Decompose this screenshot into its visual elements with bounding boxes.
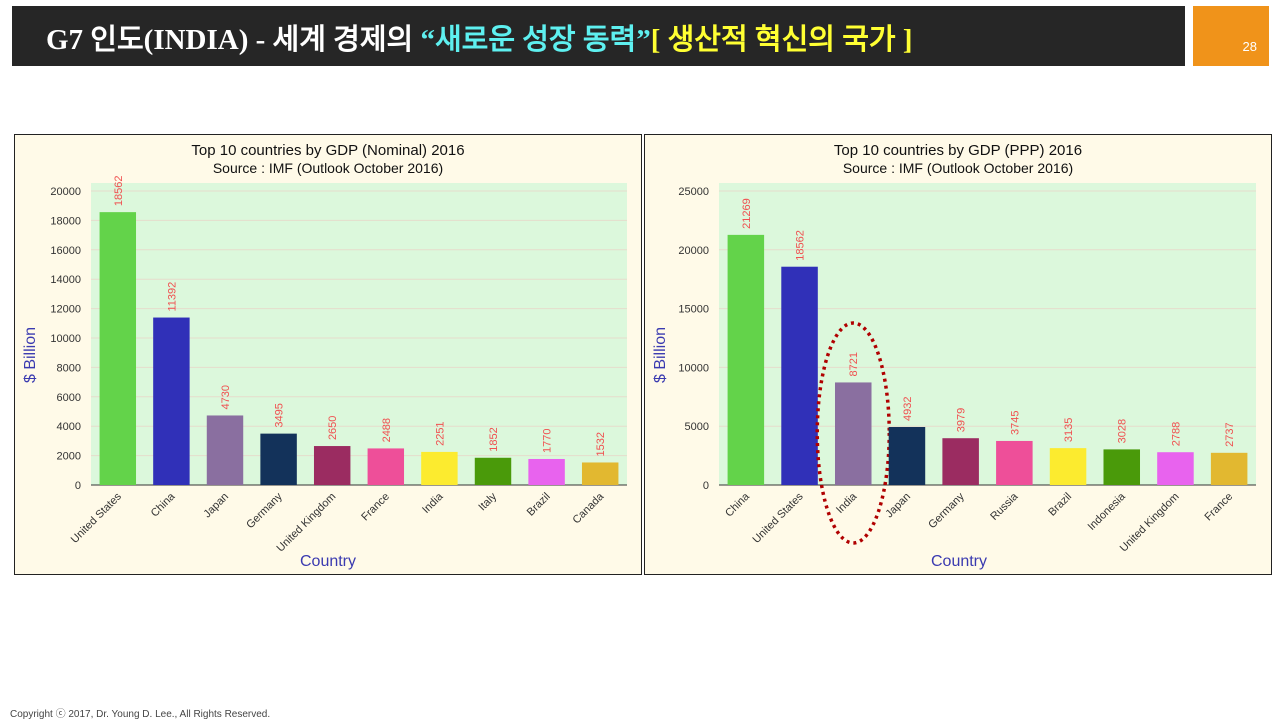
y-axis-title: $ Billion [22, 327, 39, 383]
bar [206, 415, 244, 485]
y-tick-label: 14000 [50, 274, 81, 286]
y-tick-label: 10000 [50, 333, 81, 345]
y-tick-label: 4000 [57, 421, 81, 433]
data-label: 2650 [327, 416, 339, 440]
y-tick-label: 5000 [685, 421, 709, 433]
chart-subtitle: Source : IMF (Outlook October 2016) [213, 160, 443, 176]
bar [99, 212, 137, 485]
bar [1210, 452, 1248, 485]
data-label: 1770 [542, 428, 554, 452]
bar [260, 433, 297, 485]
data-label: 2788 [1170, 422, 1182, 446]
x-tick-label: Japan [883, 491, 913, 521]
bar [996, 440, 1033, 485]
slide-title: G7 인도(INDIA) - 세계 경제의 “새로운 성장 동력”[ 생산적 혁… [46, 16, 912, 58]
ppp-gdp-chart: 0 5000 10000 15000 20000 25000 Top 10 countrie… [644, 134, 1272, 575]
page-number-box: 28 [1193, 6, 1269, 66]
data-label: 3495 [274, 403, 286, 427]
data-label: 3979 [956, 408, 968, 432]
data-label: 3135 [1063, 418, 1075, 442]
y-tick-label: 6000 [57, 392, 81, 404]
title-bar: G7 인도(INDIA) - 세계 경제의 “새로운 성장 동력”[ 생산적 혁… [12, 6, 1185, 66]
x-tick-label: United States [750, 490, 806, 546]
x-axis-title: Country [300, 553, 356, 570]
y-tick-label: 25000 [678, 186, 709, 198]
y-tick-label: 18000 [50, 215, 81, 227]
y-tick-label: 20000 [50, 186, 81, 198]
bar [528, 458, 565, 485]
y-tick-label: 12000 [50, 304, 81, 316]
y-tick-label: 10000 [678, 362, 709, 374]
data-label: 3028 [1117, 419, 1129, 443]
data-label: 3745 [1009, 410, 1021, 434]
bar [421, 451, 458, 485]
data-label: 2488 [381, 418, 393, 442]
bar [942, 438, 979, 485]
x-tick-label: Russia [988, 490, 1021, 523]
x-tick-label: Italy [476, 490, 499, 513]
x-tick-label: Brazil [525, 491, 553, 519]
x-tick-label: Indonesia [1086, 490, 1129, 533]
data-label: 4730 [220, 385, 232, 409]
bar [1103, 449, 1141, 485]
bar [313, 446, 351, 485]
y-tick-label: 0 [703, 480, 709, 492]
bar [1049, 448, 1087, 485]
page-number: 28 [1242, 39, 1257, 54]
x-tick-label: Canada [571, 490, 607, 526]
bar [727, 234, 765, 485]
x-axis-title: Country [931, 553, 987, 570]
data-label: 8721 [848, 352, 860, 376]
x-tick-label: Japan [201, 491, 231, 521]
bar [367, 448, 405, 485]
y-tick-label: 20000 [678, 245, 709, 257]
x-tick-label: United Kingdom [274, 491, 338, 555]
chart-subtitle: Source : IMF (Outlook October 2016) [843, 160, 1073, 176]
x-tick-label: France [1203, 491, 1236, 524]
x-tick-label: China [149, 490, 178, 519]
bar [581, 462, 619, 485]
y-tick-label: 0 [75, 480, 81, 492]
bar [1157, 452, 1194, 485]
x-tick-label: France [359, 491, 392, 524]
bar [153, 317, 190, 485]
bar [888, 426, 926, 485]
title-bracket: [ 생산적 혁신의 국가 ] [650, 24, 913, 56]
x-tick-label: India [834, 490, 860, 516]
x-tick-label: India [420, 490, 446, 516]
y-tick-label: 2000 [57, 451, 81, 463]
y-tick-label: 16000 [50, 245, 81, 257]
y-axis-title: $ Billion [652, 327, 669, 383]
chart-title: Top 10 countries by GDP (PPP) 2016 [834, 142, 1082, 159]
data-label: 11392 [166, 282, 178, 312]
bar [834, 382, 872, 485]
bar [474, 457, 512, 485]
x-tick-label: Germany [244, 490, 285, 531]
x-tick-label: Brazil [1046, 491, 1074, 519]
y-tick-label: 15000 [678, 304, 709, 316]
y-tick-label: 8000 [57, 362, 81, 374]
x-tick-label: United Kingdom [1118, 491, 1182, 555]
bar [781, 266, 818, 485]
x-tick-label: Germany [926, 490, 967, 531]
data-label: 18562 [795, 230, 807, 261]
chart-title: Top 10 countries by GDP (Nominal) 2016 [191, 142, 464, 159]
title-prefix: G7 인도(INDIA) - 세계 경제의 [46, 24, 421, 56]
copyright: Copyright ⓒ 2017, Dr. Young D. Lee., All… [10, 709, 271, 720]
x-tick-label: China [723, 490, 752, 519]
data-label: 2737 [1224, 422, 1236, 446]
title-quote: “새로운 성장 동력” [420, 24, 651, 56]
data-label: 1852 [488, 427, 500, 451]
data-label: 4932 [902, 397, 914, 421]
data-label: 21269 [741, 198, 753, 229]
data-label: 2251 [434, 421, 446, 445]
data-label: 1532 [595, 432, 607, 456]
nominal-gdp-chart: 0 2000 4000 6000 8000 10000 12000 14000 16000 180… [14, 134, 642, 575]
x-tick-label: United States [69, 490, 125, 546]
data-label: 18562 [113, 176, 125, 207]
